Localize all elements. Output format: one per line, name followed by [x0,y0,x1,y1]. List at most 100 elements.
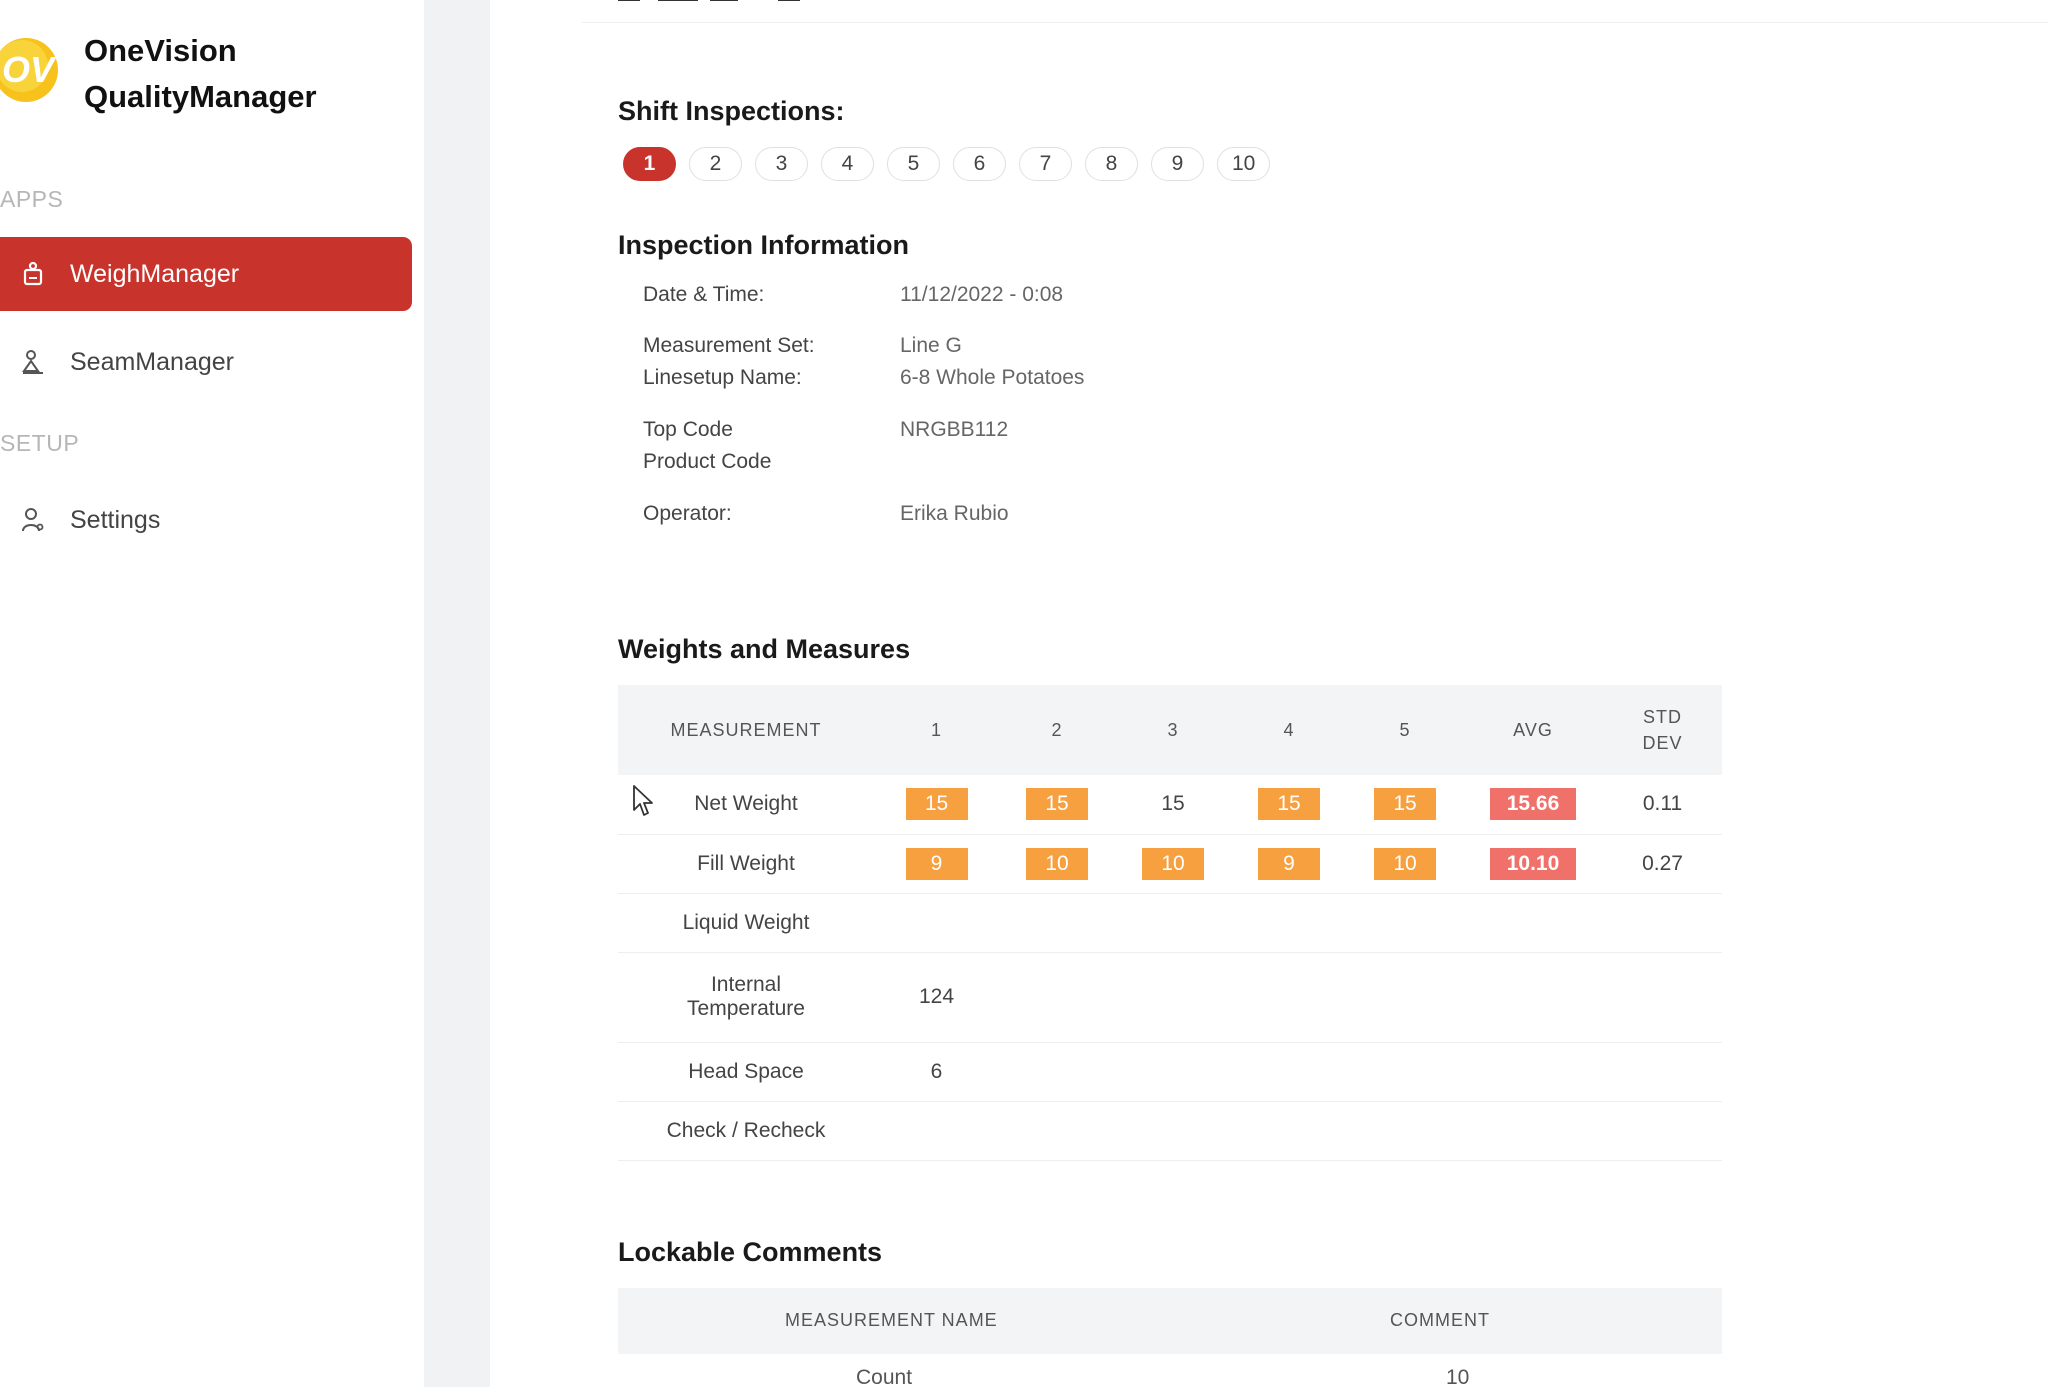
col-header-std-dev: STD DEV [1603,685,1722,775]
header-divider [582,22,2048,23]
value-chip: 10 [1026,847,1088,880]
svg-text:OV: OV [2,49,57,90]
value-chip: 15 [1374,788,1436,821]
shift-page-9[interactable]: 9 [1151,147,1204,181]
value-cell: 15 [999,775,1115,835]
shift-page-4[interactable]: 4 [821,147,874,181]
section-label-setup: SETUP [0,430,80,456]
sidebar-item-settings[interactable]: Settings [0,483,412,557]
info-label-operator: Operator: [643,502,732,525]
sidebar: OV OneVision QualityManager APPS WeighMa… [0,0,424,1387]
avg-cell: 15.66 [1463,775,1603,835]
main-content: Shift Inspections: 1 2 3 4 5 6 7 8 9 10 … [490,0,2048,1387]
shift-page-10[interactable]: 10 [1217,147,1271,181]
info-value-linesetup-name: 6-8 Whole Potatoes [900,366,1085,389]
value-cell: 124 [874,952,999,1043]
shift-inspection-pager: 1 2 3 4 5 6 7 8 9 10 [623,147,1271,181]
info-label-date-time: Date & Time: [643,283,765,306]
shift-page-3[interactable]: 3 [755,147,808,181]
table-row: Net Weight 15 15 15 15 15 15.66 0.11 [618,775,1722,835]
value-cell: 6 [874,1042,999,1102]
inspection-information-title: Inspection Information [618,230,910,260]
value-cell: 9 [874,834,999,894]
sidebar-gutter [424,0,490,1387]
info-value-date-time: 11/12/2022 - 0:08 [900,283,1064,306]
table-row: Head Space 6 [618,1042,1722,1102]
info-label-measurement-set: Measurement Set: [643,334,815,357]
measurement-name: Liquid Weight [618,893,874,953]
sidebar-item-seammanager[interactable]: SeamManager [0,325,412,399]
std-dev-cell: 0.11 [1603,775,1722,835]
avg-chip: 15.66 [1490,788,1576,821]
info-label-product-code: Product Code [643,450,772,473]
info-label-linesetup-name: Linesetup Name: [643,366,802,389]
measurement-name: Net Weight [618,775,874,835]
onevision-logo-icon: OV [0,38,58,102]
value-cell: 10 [1115,834,1231,894]
col-header-5: 5 [1347,685,1463,775]
table-row[interactable]: Check / Recheck [618,1101,1722,1161]
avg-chip: 10.10 [1490,847,1576,880]
measurement-name: Fill Weight [618,834,874,894]
info-label-top-code: Top Code [643,418,733,441]
shift-inspections-title: Shift Inspections: [618,96,845,126]
table-row: Fill Weight 9 10 10 9 10 10.10 0.27 [618,834,1722,894]
value-cell: 9 [1231,834,1347,894]
measurement-name: Head Space [618,1042,874,1102]
col-header-avg: AVG [1463,685,1603,775]
weights-table: MEASUREMENT 1 2 3 4 5 AVG STD DEV Net We… [618,685,1722,1161]
weights-and-measures-title: Weights and Measures [618,634,911,664]
table-row: Internal Temperature 124 [618,952,1722,1043]
shift-page-2[interactable]: 2 [689,147,742,181]
col-header-4: 4 [1231,685,1347,775]
col-header-2: 2 [999,685,1115,775]
mouse-cursor-icon [633,785,653,816]
info-value-top-code: NRGBB112 [900,418,1009,441]
value-chip: 10 [1142,847,1204,880]
value-chip: 15 [1026,788,1088,821]
brand-line-1: OneVision [84,33,237,68]
shift-page-7[interactable]: 7 [1019,147,1072,181]
sidebar-item-weighmanager[interactable]: WeighManager [0,237,412,311]
lockable-comments-title: Lockable Comments [618,1237,883,1267]
shift-page-8[interactable]: 8 [1085,147,1138,181]
value-cell: 15 [1231,775,1347,835]
comments-table-row: Count 10 [618,1366,1722,1387]
measurement-name[interactable]: Check / Recheck [618,1101,874,1161]
section-label-apps: APPS [0,186,64,212]
col-header-measurement-name: MEASUREMENT NAME [785,1310,998,1330]
value-chip: 10 [1374,847,1436,880]
brand-name: OneVision QualityManager [84,28,317,120]
col-header-measurement: MEASUREMENT [618,685,874,775]
col-header-std: STD [1643,707,1682,727]
user-gear-icon [18,505,48,535]
value-chip: 15 [905,788,968,821]
table-header-row: MEASUREMENT 1 2 3 4 5 AVG STD DEV [618,685,1722,775]
measurement-name: Internal Temperature [618,952,874,1043]
shift-page-6[interactable]: 6 [953,147,1006,181]
col-header-comment: COMMENT [1390,1310,1490,1330]
avg-cell: 10.10 [1463,834,1603,894]
sidebar-item-label: SeamManager [70,347,234,376]
value-cell: 10 [999,834,1115,894]
value-cell: 15 [1347,775,1463,835]
sidebar-item-label: WeighManager [70,259,240,288]
col-header-3: 3 [1115,685,1231,775]
value-chip: 9 [1258,847,1320,880]
comment-value: 10 [1446,1366,1470,1387]
sidebar-item-label: Settings [70,505,161,534]
measurement-name-line-1: Internal [710,973,782,996]
col-header-dev: DEV [1642,733,1683,753]
value-cell: 15 [1115,775,1231,835]
value-cell: 10 [1347,834,1463,894]
col-header-1: 1 [874,685,999,775]
clipped-page-title [618,0,800,1]
info-value-operator: Erika Rubio [900,502,1009,525]
comment-measurement-name: Count [856,1366,913,1387]
value-chip: 15 [1258,788,1320,821]
shift-page-5[interactable]: 5 [887,147,940,181]
table-row: Liquid Weight [618,893,1722,953]
shift-page-1[interactable]: 1 [623,147,676,181]
measurement-name-line-2: Temperature [687,997,805,1020]
seam-icon [18,347,48,377]
